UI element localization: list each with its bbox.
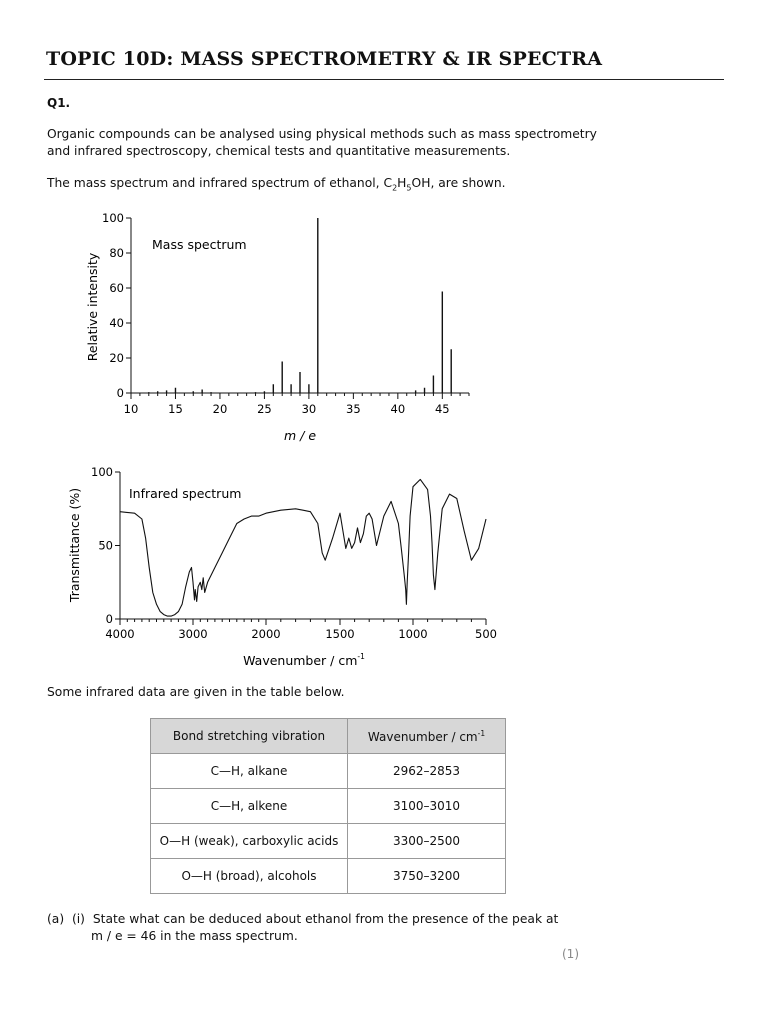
ms-x-tick-label: 40 [391,402,406,416]
row-range: 3300–2500 [347,823,506,859]
formula-subscript-hydrogen: 5 [406,183,412,193]
mass-spectrum-x-axis-label: m / e [284,428,316,443]
ir-y-tick-label: 50 [98,539,113,553]
ms-x-tick-label: 20 [213,402,228,416]
ms-x-tick-label: 30 [302,402,317,416]
ir-spectrum-y-axis-label: Transmittance (%) [67,488,82,603]
ms-y-tick-label: 20 [109,351,124,365]
row-bond: C—H, alkene [150,788,348,824]
ms-y-tick-label: 100 [102,211,124,225]
mass-spectrum-title: Mass spectrum [152,237,247,252]
ir-y-tick-label: 100 [91,465,113,479]
ir-x-tick-label: 1000 [398,627,427,641]
row-range: 3100–3010 [347,788,506,824]
ir-x-tick-label: 2000 [251,627,280,641]
ms-x-tick-label: 10 [124,402,139,416]
ir-x-tick-label: 4000 [105,627,134,641]
ms-y-tick-label: 0 [117,386,124,400]
row-bond: O—H (broad), alcohols [150,858,348,894]
intro-line-1: Organic compounds can be analysed using … [47,127,597,141]
part-a-line-1: (a) (i) State what can be deduced about … [47,911,558,928]
question-number: Q1. [47,96,71,110]
intro-line-2: and infrared spectroscopy, chemical test… [47,143,511,158]
ms-x-tick-label: 45 [435,402,450,416]
row-range: 2962–2853 [347,753,506,789]
row-bond: C—H, alkane [150,753,348,789]
part-a-label: (a) [47,912,65,926]
header-wavenumber-text: Wavenumber / cm [367,729,478,744]
ir-x-label-superscript: -1 [357,652,365,661]
spectra-sentence: The mass spectrum and infrared spectrum … [47,175,506,197]
marks-indicator: (1) [562,947,579,961]
ms-y-tick-label: 40 [109,316,124,330]
header-bond: Bond stretching vibration [150,718,348,754]
title-divider [44,79,724,80]
ir-spectrum-line [119,478,487,617]
table-row: O—H (weak), carboxylic acids 3300–2500 [150,823,506,859]
infrared-data-table: Bond stretching vibration Wavenumber / c… [150,718,506,894]
ir-x-tick-label: 500 [475,627,497,641]
header-wavenumber-superscript: -1 [477,728,486,738]
page-title: TOPIC 10D: MASS SPECTROMETRY & IR SPECTR… [46,48,603,70]
ir-x-tick-label: 3000 [178,627,207,641]
ir-spectrum-title: Infrared spectrum [129,486,241,501]
table-row: O—H (broad), alcohols 3750–3200 [150,858,506,894]
spectra-sentence-start: The mass spectrum and infrared spectrum … [47,176,393,190]
ms-x-tick-label: 35 [346,402,361,416]
ir-x-tick-label: 1500 [325,627,354,641]
part-a-text-1: State what can be deduced about ethanol … [92,912,559,926]
formula-hydrogen: H [397,176,407,190]
mass-spectrum-y-axis-label: Relative intensity [85,252,100,361]
question-part-a: (a) (i) State what can be deduced about … [47,911,558,945]
table-row: C—H, alkane 2962–2853 [150,753,506,789]
part-a-line-2: m / e = 46 in the mass spectrum. [91,929,298,943]
ms-y-tick-label: 60 [109,281,124,295]
intro-paragraph: Organic compounds can be analysed using … [47,126,647,159]
ir-y-tick-label: 0 [106,612,113,626]
ms-x-tick-label: 15 [168,402,183,416]
row-range: 3750–3200 [347,858,506,894]
ir-spectrum-x-axis-label: Wavenumber / cm-1 [243,652,365,668]
part-a-sub-label: (i) [71,912,85,926]
ms-y-tick-label: 80 [109,246,124,260]
spectra-sentence-end: OH, are shown. [411,176,506,190]
row-bond: O—H (weak), carboxylic acids [150,823,348,859]
table-intro: Some infrared data are given in the tabl… [47,685,345,699]
table-row: C—H, alkene 3100–3010 [150,788,506,824]
header-wavenumber: Wavenumber / cm-1 [347,718,506,754]
table-header-row: Bond stretching vibration Wavenumber / c… [150,718,506,754]
formula-subscript-carbon: 2 [392,183,398,193]
ms-x-tick-label: 25 [257,402,272,416]
ir-x-label-text: Wavenumber / cm [243,653,357,668]
